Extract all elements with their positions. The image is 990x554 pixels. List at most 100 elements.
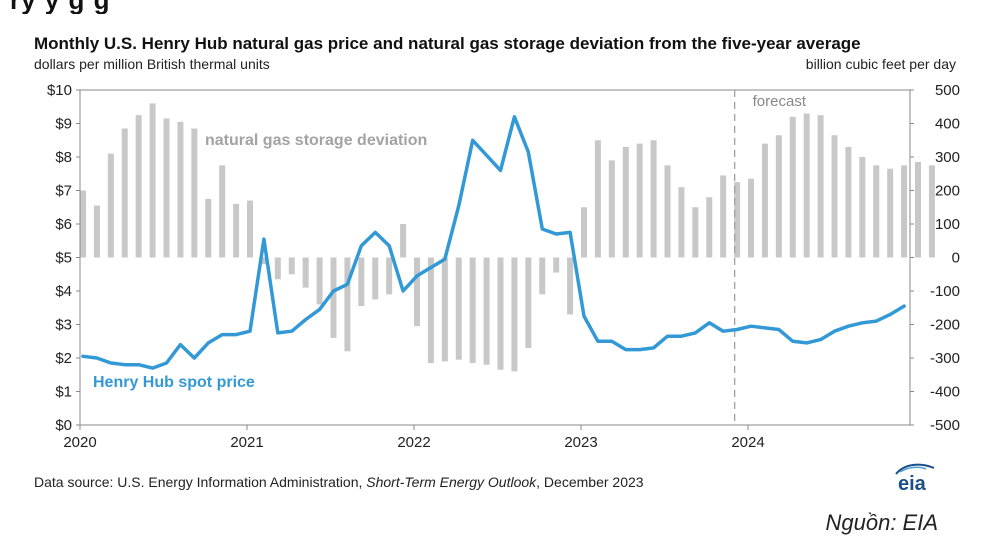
deviation-bar <box>219 165 226 258</box>
right-tick-label: 0 <box>952 250 960 267</box>
x-tick-label: 2020 <box>63 434 96 451</box>
forecast-label: forecast <box>753 93 807 110</box>
x-tick-label: 2022 <box>397 434 430 451</box>
left-tick-label: $8 <box>55 149 72 166</box>
deviation-bar <box>80 190 86 258</box>
left-tick-label: $9 <box>55 116 72 133</box>
deviation-bar <box>121 128 128 258</box>
deviation-bar <box>149 103 156 258</box>
deviation-bar <box>553 257 560 273</box>
deviation-bar <box>288 257 295 275</box>
deviation-bar <box>441 257 448 362</box>
deviation-bar <box>636 143 643 258</box>
source-report: Short-Term Energy Outlook <box>366 474 537 490</box>
henry-hub-price-line <box>81 115 906 370</box>
deviation-bar <box>831 135 838 258</box>
deviation-bar <box>887 168 894 258</box>
deviation-bar <box>525 257 532 348</box>
eia-logo-swoosh <box>895 463 935 475</box>
deviation-bar <box>177 121 184 258</box>
deviation-bar <box>302 257 309 288</box>
deviation-bar <box>135 115 142 258</box>
eia-logo-swoosh-inner <box>899 466 927 473</box>
left-tick-label: $4 <box>55 283 72 300</box>
deviation-bar <box>817 115 824 258</box>
left-tick-label: $3 <box>55 317 72 334</box>
deviation-bar <box>664 165 671 258</box>
cropped-header-strip: ry y g g <box>0 0 990 14</box>
right-tick-label: 200 <box>935 183 960 200</box>
chart-title: Monthly U.S. Henry Hub natural gas price… <box>34 34 861 53</box>
deviation-bar <box>163 118 170 258</box>
right-tick-label: 500 <box>935 82 960 99</box>
deviation-bar <box>915 162 922 258</box>
deviation-bar <box>581 207 588 258</box>
right-tick-label: -400 <box>930 384 960 401</box>
x-tick-label: 2024 <box>731 434 764 451</box>
deviation-bar <box>483 257 490 365</box>
deviation-bar <box>692 207 699 258</box>
data-source: Data source: U.S. Energy Information Adm… <box>34 474 644 490</box>
source-prefix: Data source: U.S. Energy Information Adm… <box>34 474 367 490</box>
deviation-bar <box>274 257 281 280</box>
right-tick-label: 100 <box>935 216 960 233</box>
left-tick-label: $10 <box>47 82 72 99</box>
deviation-bar <box>455 257 462 360</box>
left-tick-label: $7 <box>55 183 72 200</box>
deviation-bar <box>247 200 254 258</box>
annotations: natural gas storage deviation Henry Hub s… <box>93 132 427 391</box>
deviation-bar <box>233 203 240 258</box>
eia-logo-text: eia <box>898 473 927 494</box>
deviation-bar <box>901 165 908 258</box>
image-credit: Nguồn: EIA <box>825 510 938 535</box>
eia-logo: eia <box>895 463 935 494</box>
chart-axes: $0 $1 $2 $3 $4 $5 $6 $7 $8 $9 $10 500 400 300 200 100 0 -… <box>47 82 960 451</box>
x-tick-label: 2023 <box>564 434 597 451</box>
deviation-bar <box>316 257 323 305</box>
deviation-bar <box>511 257 518 372</box>
left-tick-label: $6 <box>55 216 72 233</box>
deviation-bar <box>748 178 755 258</box>
deviation-bar <box>706 197 713 258</box>
storage-deviation-label: natural gas storage deviation <box>205 132 427 149</box>
left-tick-label: $2 <box>55 350 72 367</box>
deviation-bar <box>678 187 685 258</box>
forecast-marker: forecast <box>733 90 807 425</box>
deviation-bar <box>803 113 810 258</box>
deviation-bar <box>650 140 657 258</box>
deviation-bar <box>358 257 365 307</box>
price-line-group <box>81 115 906 370</box>
deviation-bar <box>386 257 393 295</box>
left-tick-label: $0 <box>55 417 72 434</box>
x-tick-label: 2021 <box>230 434 263 451</box>
right-axis-unit: billion cubic feet per day <box>805 56 956 72</box>
storage-deviation-bars <box>80 103 935 372</box>
deviation-bar <box>567 257 574 315</box>
source-suffix: , December 2023 <box>536 474 644 490</box>
deviation-bar <box>539 257 546 295</box>
deviation-bar <box>594 140 601 258</box>
deviation-bar <box>845 146 852 258</box>
deviation-bar <box>608 160 615 258</box>
deviation-bar <box>469 257 476 364</box>
deviation-bar <box>205 198 212 258</box>
right-tick-label: -200 <box>930 317 960 334</box>
deviation-bar <box>260 257 267 265</box>
deviation-bar <box>414 257 421 327</box>
deviation-bar <box>191 128 198 258</box>
deviation-bar <box>859 157 866 258</box>
deviation-bar <box>761 143 768 258</box>
right-tick-label: 400 <box>935 116 960 133</box>
deviation-bar <box>400 224 407 258</box>
deviation-bar <box>372 257 379 300</box>
deviation-bar <box>734 182 741 258</box>
left-tick-label: $1 <box>55 384 72 401</box>
deviation-bar <box>775 135 782 258</box>
henry-hub-label: Henry Hub spot price <box>93 374 255 391</box>
deviation-bar <box>789 116 796 258</box>
deviation-bar <box>330 257 337 338</box>
deviation-bar <box>928 165 935 258</box>
right-tick-label: 300 <box>935 149 960 166</box>
deviation-bar <box>93 205 100 258</box>
